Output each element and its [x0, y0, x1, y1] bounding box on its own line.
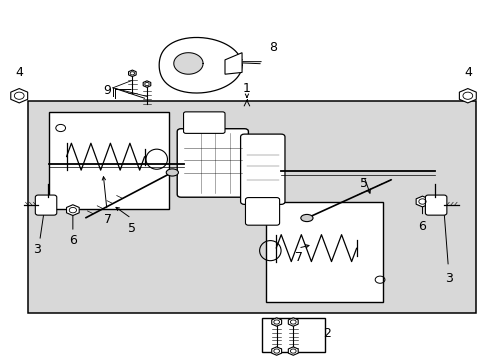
FancyBboxPatch shape: [245, 198, 279, 225]
Text: 5: 5: [128, 222, 136, 235]
Bar: [266, 202, 383, 302]
Polygon shape: [224, 53, 242, 74]
FancyBboxPatch shape: [240, 134, 285, 204]
Polygon shape: [458, 89, 475, 103]
Text: 4: 4: [15, 66, 23, 79]
Polygon shape: [66, 205, 79, 216]
Text: 3: 3: [445, 272, 452, 285]
Polygon shape: [415, 196, 428, 207]
Polygon shape: [271, 318, 281, 326]
FancyBboxPatch shape: [177, 129, 248, 197]
Text: 2: 2: [323, 327, 331, 340]
Bar: [27, 101, 475, 313]
Text: 7: 7: [295, 251, 303, 264]
Ellipse shape: [300, 215, 312, 222]
Polygon shape: [173, 53, 203, 74]
FancyBboxPatch shape: [183, 112, 224, 134]
Polygon shape: [288, 318, 298, 326]
Text: 9: 9: [103, 84, 111, 97]
Text: 8: 8: [268, 41, 276, 54]
Polygon shape: [11, 89, 28, 103]
Polygon shape: [143, 81, 150, 87]
Ellipse shape: [166, 169, 178, 176]
Text: 1: 1: [243, 82, 250, 95]
Bar: [261, 318, 325, 352]
Text: 6: 6: [418, 220, 426, 233]
Polygon shape: [271, 347, 281, 355]
FancyBboxPatch shape: [425, 195, 446, 215]
Polygon shape: [288, 347, 298, 355]
Text: 7: 7: [104, 213, 112, 226]
Polygon shape: [128, 70, 136, 77]
Bar: [49, 112, 168, 209]
FancyBboxPatch shape: [35, 195, 57, 215]
Text: 4: 4: [463, 66, 471, 79]
Text: 3: 3: [33, 243, 41, 256]
Text: 5: 5: [359, 177, 367, 190]
Text: 6: 6: [69, 234, 77, 247]
Polygon shape: [159, 37, 242, 93]
